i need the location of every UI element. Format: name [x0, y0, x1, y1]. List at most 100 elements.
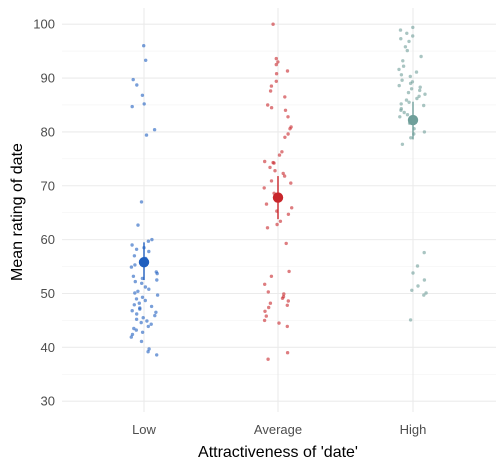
data-point	[418, 85, 422, 89]
data-point	[402, 110, 406, 115]
data-point	[288, 127, 292, 131]
data-point	[139, 320, 143, 325]
data-point	[409, 87, 414, 91]
data-point	[290, 206, 294, 210]
data-point	[132, 254, 137, 258]
data-point	[286, 212, 291, 216]
data-point	[422, 250, 426, 255]
data-point	[398, 115, 402, 119]
mean-point	[407, 114, 419, 126]
data-point	[129, 265, 134, 269]
data-point	[281, 171, 285, 176]
data-point	[285, 351, 290, 355]
data-point	[273, 169, 277, 173]
data-point	[130, 243, 134, 247]
data-point	[155, 353, 159, 357]
data-point	[405, 48, 409, 53]
data-point	[147, 249, 151, 254]
data-point	[399, 73, 404, 77]
data-point	[417, 94, 421, 99]
data-point	[149, 304, 154, 309]
data-point	[269, 179, 274, 183]
data-point	[140, 281, 144, 285]
data-point	[267, 305, 271, 310]
data-point	[399, 108, 403, 113]
data-point	[274, 56, 278, 61]
data-point	[422, 278, 427, 282]
data-point	[143, 298, 147, 303]
data-point	[401, 64, 406, 68]
data-point	[283, 135, 287, 139]
data-point	[411, 271, 415, 275]
data-point	[408, 81, 413, 86]
data-point	[150, 237, 154, 242]
data-point	[262, 186, 266, 190]
y-tick-label: 100	[33, 17, 55, 32]
data-point	[134, 328, 138, 332]
x-axis-title: Attractiveness of 'date'	[198, 444, 358, 461]
data-point	[411, 25, 415, 30]
data-point	[155, 271, 159, 276]
data-point	[155, 293, 160, 297]
y-tick-label: 80	[41, 124, 55, 139]
data-point	[140, 295, 145, 299]
data-point	[146, 324, 150, 329]
data-point	[274, 79, 278, 84]
data-point	[135, 83, 139, 87]
data-point	[147, 347, 151, 351]
data-point	[276, 60, 280, 64]
mean-point	[272, 192, 284, 203]
data-point	[422, 130, 427, 134]
data-point	[408, 318, 413, 322]
data-point	[263, 282, 267, 286]
data-point	[269, 84, 274, 88]
data-point	[139, 339, 144, 344]
data-point	[131, 274, 136, 278]
data-point	[269, 274, 274, 278]
data-point	[133, 279, 137, 284]
data-point	[272, 161, 276, 165]
data-point	[282, 292, 286, 296]
data-point	[405, 31, 409, 35]
data-point	[285, 69, 290, 73]
data-point	[155, 278, 159, 282]
data-point	[419, 54, 423, 59]
data-point	[418, 88, 422, 93]
data-point	[142, 44, 146, 48]
data-point	[289, 181, 293, 185]
data-point	[134, 317, 139, 321]
data-point	[129, 335, 133, 339]
data-point	[139, 200, 144, 204]
data-point	[269, 106, 274, 110]
data-point	[406, 90, 411, 95]
data-point	[143, 285, 148, 289]
data-point	[407, 39, 411, 44]
data-point	[405, 113, 410, 117]
data-point	[422, 103, 426, 108]
data-point	[132, 326, 136, 331]
data-point	[422, 293, 426, 297]
data-point	[397, 67, 401, 72]
data-point	[140, 330, 145, 334]
data-point	[131, 77, 135, 82]
data-point	[140, 93, 145, 98]
data-point	[275, 222, 279, 227]
data-point	[408, 74, 412, 79]
data-point	[144, 133, 149, 137]
data-point	[147, 287, 151, 291]
data-point	[403, 45, 408, 49]
data-point	[274, 72, 279, 76]
x-tick-label: High	[400, 422, 427, 437]
data-point	[144, 58, 148, 62]
data-point	[280, 296, 285, 300]
data-point	[424, 291, 428, 295]
data-point	[137, 301, 141, 305]
data-point	[404, 98, 409, 102]
x-axis-ticks: Low Average High	[132, 422, 426, 437]
data-point	[138, 307, 142, 311]
data-point	[274, 62, 278, 67]
data-point	[133, 291, 137, 295]
data-point	[264, 202, 269, 206]
data-point	[409, 136, 413, 140]
